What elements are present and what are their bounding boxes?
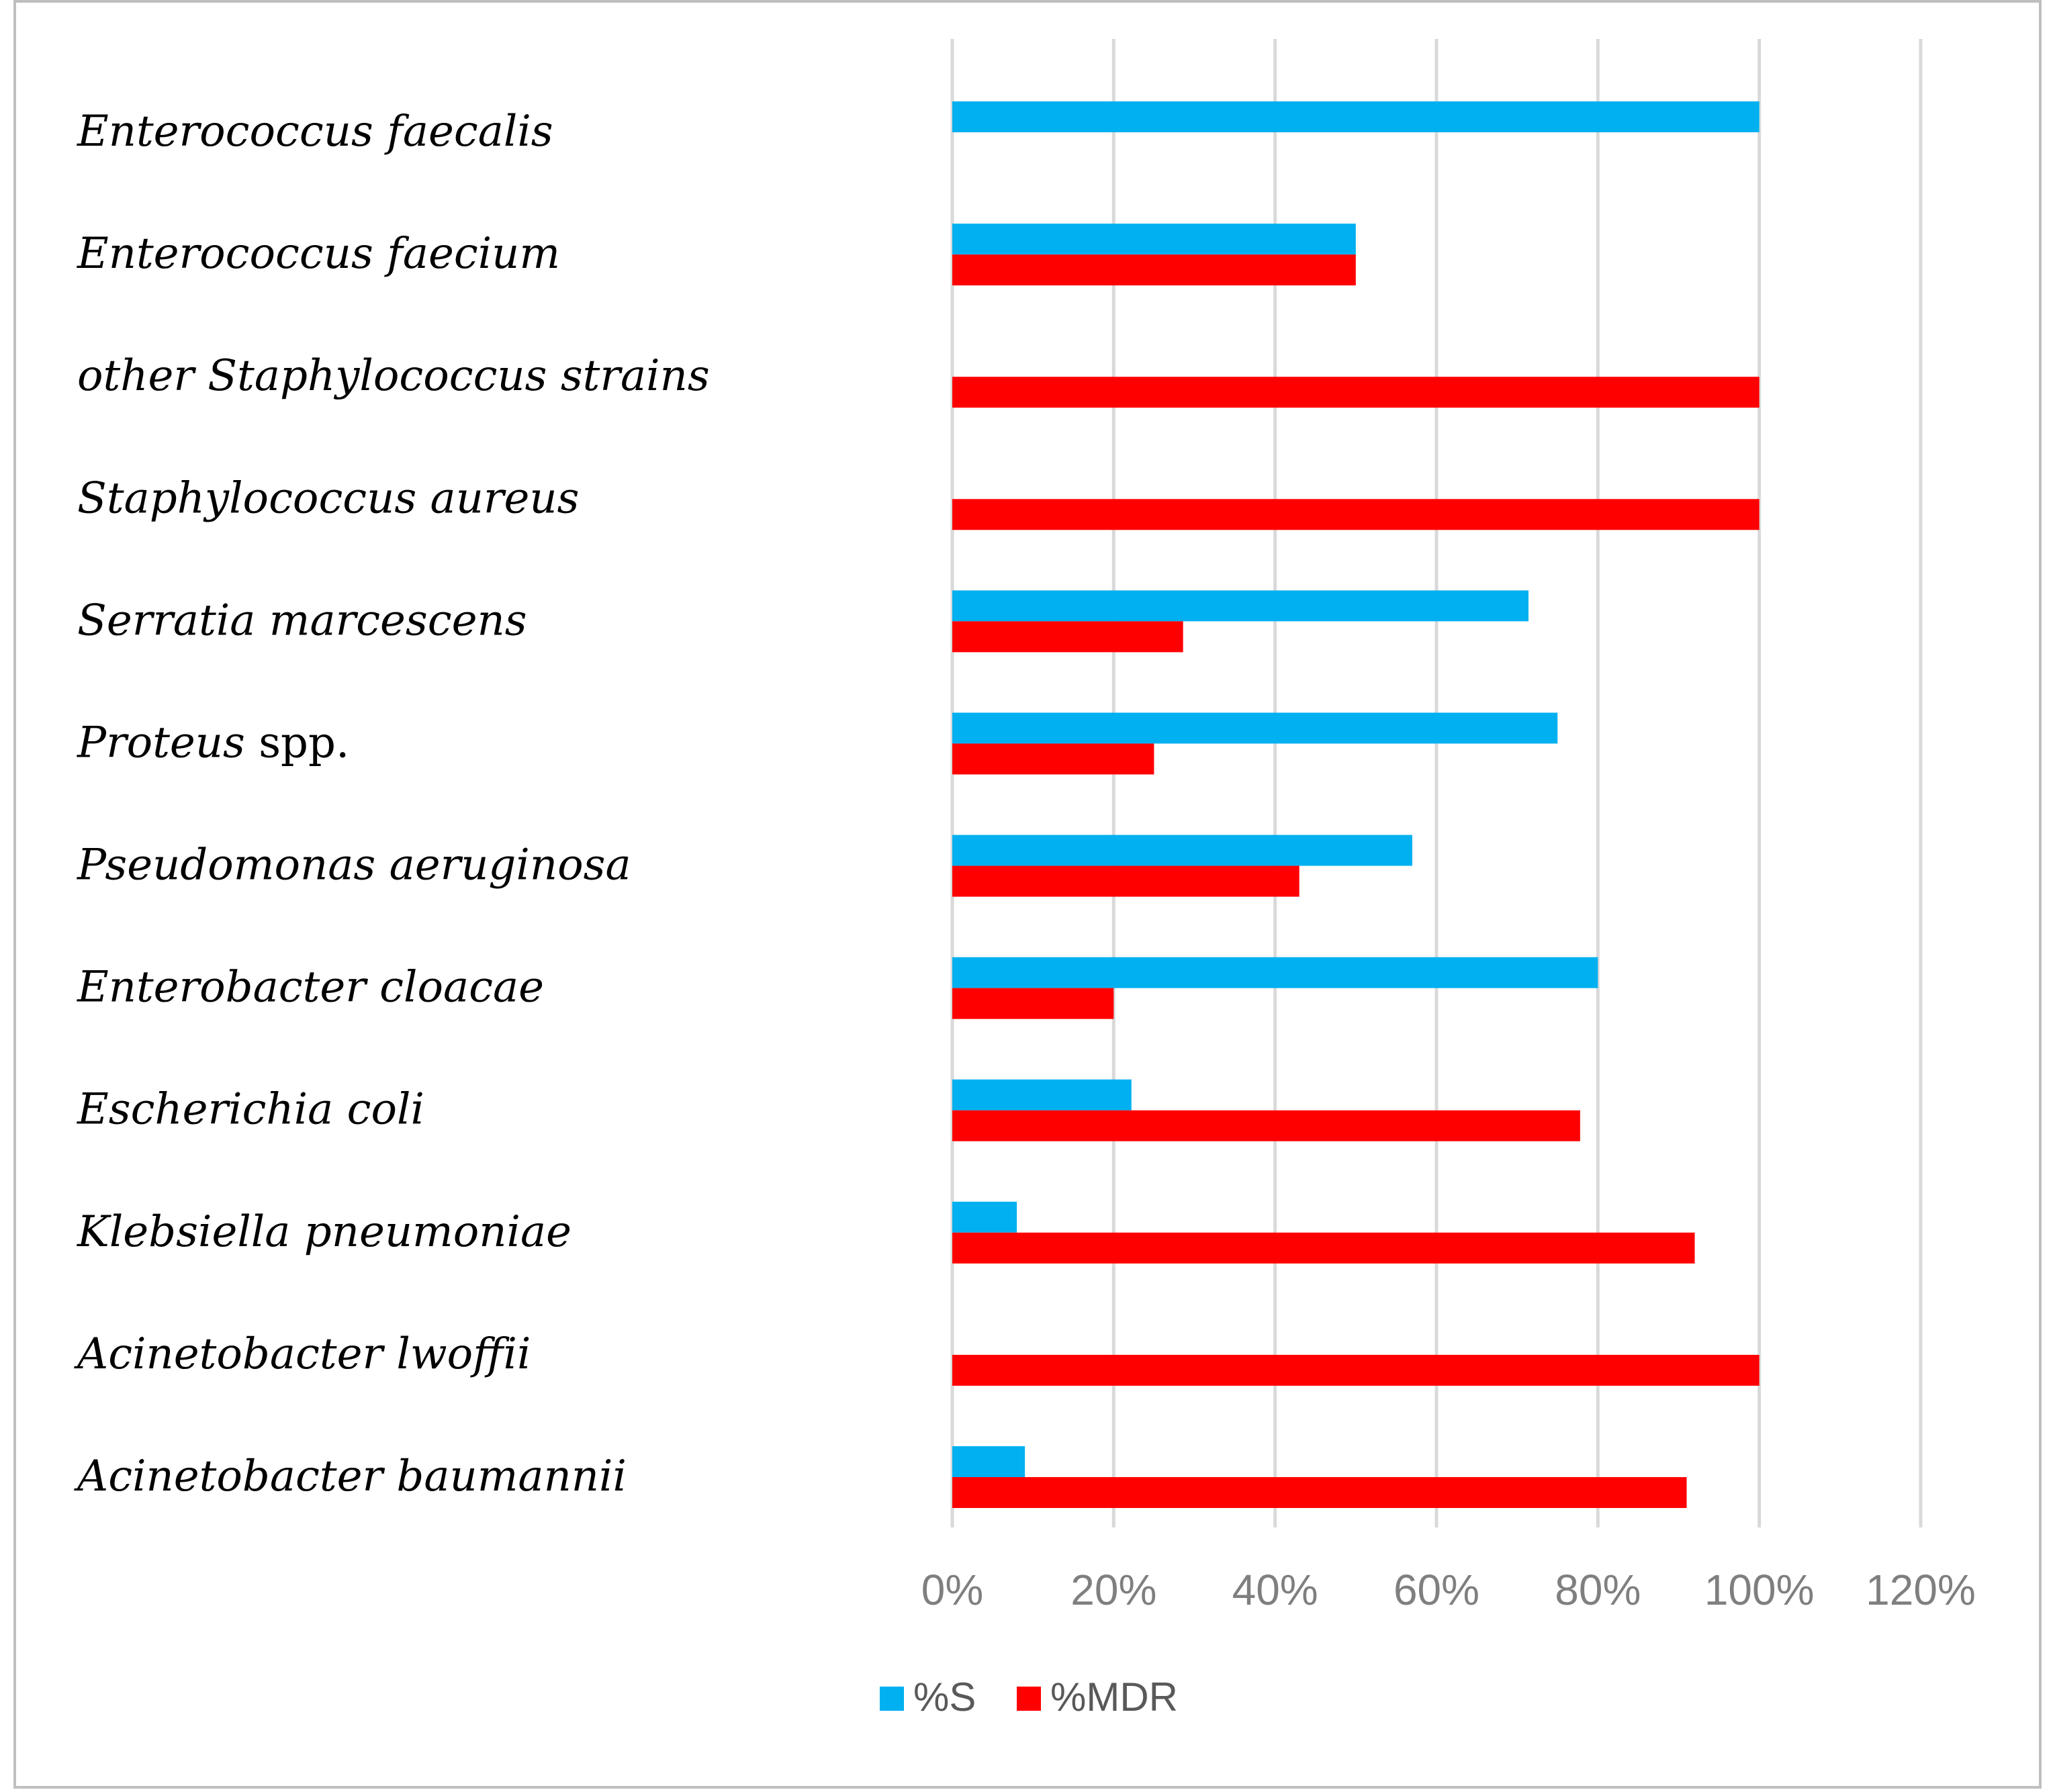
category-label: Enterococcus faecium — [77, 229, 560, 279]
bar-s-8 — [952, 957, 1598, 988]
category-label: Staphylococcus aureus — [77, 473, 579, 523]
chart-frame — [13, 0, 2042, 1789]
x-axis-tick-labels: 0% 20% 40% 60% 80% 100% 120% — [921, 1566, 1976, 1614]
bar-mdr-8 — [952, 988, 1114, 1019]
category-label: Serratia marcescens — [77, 596, 527, 645]
bar-s-12 — [952, 1446, 1025, 1477]
bars — [952, 101, 1760, 1508]
bar-s-10 — [952, 1201, 1017, 1233]
category-label: other Staphylococcus strains — [77, 351, 710, 401]
legend: %S %MDR — [880, 1675, 1178, 1719]
gridlines — [950, 39, 1923, 1527]
bar-mdr-4 — [952, 499, 1760, 530]
category-label: Acinetobacter baumannii — [74, 1452, 627, 1501]
bar-s-2 — [952, 224, 1356, 255]
category-label: Acinetobacter lwoffii — [74, 1329, 531, 1379]
category-labels: Enterococcus faecalis Enterococcus faeciu… — [74, 107, 710, 1501]
x-tick-label: 120% — [1866, 1566, 1976, 1614]
x-tick-label: 80% — [1555, 1566, 1641, 1614]
bar-mdr-6 — [952, 743, 1154, 775]
legend-label: %S — [913, 1675, 976, 1719]
x-tick-label: 100% — [1704, 1566, 1815, 1614]
x-tick-label: 20% — [1070, 1566, 1156, 1614]
bar-mdr-3 — [952, 377, 1760, 408]
bar-mdr-11 — [952, 1354, 1760, 1386]
bar-mdr-10 — [952, 1232, 1695, 1264]
category-label: Enterobacter cloacae — [77, 963, 544, 1012]
bar-s-7 — [952, 835, 1412, 866]
category-label: Pseudomonas aeruginosa — [77, 841, 631, 890]
x-tick-label: 0% — [921, 1566, 984, 1614]
x-tick-label: 40% — [1232, 1566, 1318, 1614]
category-label: Proteus spp. — [77, 718, 349, 767]
legend-label: %MDR — [1050, 1675, 1178, 1719]
category-label: Enterococcus faecalis — [77, 107, 553, 156]
bar-s-1 — [952, 101, 1760, 132]
legend-swatch — [880, 1687, 904, 1711]
category-label: Escherichia coli — [77, 1085, 424, 1135]
bar-s-9 — [952, 1079, 1132, 1111]
bar-mdr-2 — [952, 254, 1356, 286]
bar-s-5 — [952, 590, 1528, 622]
bar-mdr-5 — [952, 621, 1183, 653]
bar-mdr-7 — [952, 865, 1299, 897]
bar-s-6 — [952, 712, 1558, 744]
bar-mdr-9 — [952, 1110, 1580, 1141]
x-tick-label: 60% — [1394, 1566, 1479, 1614]
legend-swatch — [1017, 1687, 1041, 1711]
bar-mdr-12 — [952, 1477, 1687, 1508]
category-label: Klebsiella pneumoniae — [77, 1207, 572, 1257]
